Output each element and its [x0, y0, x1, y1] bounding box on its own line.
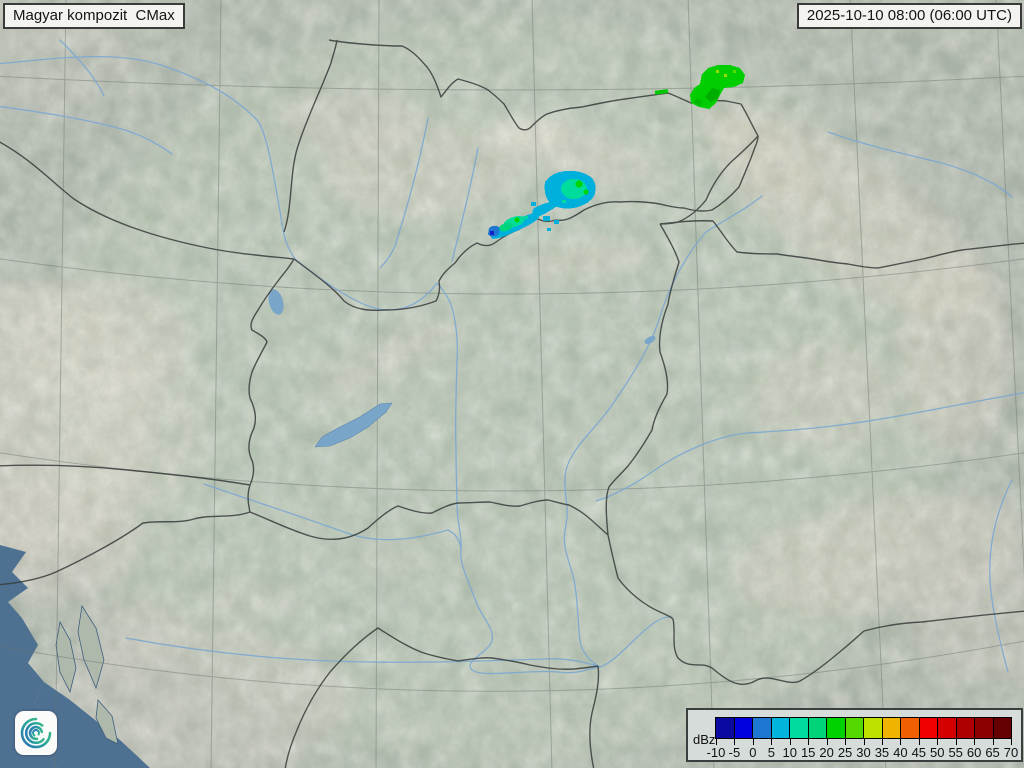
colorscale-cell-10-to-15: [789, 718, 808, 738]
colorscale-cell-30-to-35: [863, 718, 882, 738]
colorscale-tick-label: 65: [985, 745, 1000, 760]
colorscale-tick-label: 40: [893, 745, 908, 760]
colorscale-tick: [955, 739, 957, 745]
colorscale-cell-15-to-20: [807, 718, 826, 738]
colorscale-tick: [734, 739, 736, 745]
country-borders: [0, 39, 1024, 768]
colorscale-cell-50-to-55: [937, 718, 956, 738]
colorscale-cell-20-to-25: [826, 718, 845, 738]
colorscale-tick: [881, 739, 883, 745]
colorscale-tick-label: 5: [767, 745, 775, 760]
colorscale-cell-55-to-60: [955, 718, 974, 738]
colorscale-cell--10-to--5: [716, 718, 734, 738]
colorscale-cell-45-to-50: [918, 718, 937, 738]
product-label: Magyar kompozit CMax: [3, 3, 185, 29]
colorscale-tick: [789, 739, 791, 745]
radar-echo-layer: [488, 65, 745, 239]
colorscale-cell-25-to-30: [844, 718, 863, 738]
colorscale-tick-label: 55: [948, 745, 963, 760]
colorscale-tick-label: 25: [837, 745, 853, 760]
hungaromet-logo: [15, 711, 57, 755]
colorscale-tick-label: 45: [911, 745, 927, 760]
colorscale-tick-label: 70: [1003, 745, 1019, 760]
colorscale-cell--5-to-0: [733, 718, 752, 738]
colorscale-tick-label: 35: [874, 745, 890, 760]
radar-echo-central: [488, 170, 596, 239]
lake-balaton: [314, 402, 393, 448]
colorscale-cell-35-to-40: [881, 718, 900, 738]
colorscale-cell-5-to-10: [770, 718, 789, 738]
colorscale-tick-label: 15: [800, 745, 816, 760]
colorscale-tick: [900, 739, 902, 745]
colorscale-tick: [863, 739, 865, 745]
colorscale-tick-label: -5: [728, 745, 741, 760]
lake-ferto: [268, 289, 284, 315]
lakes: [268, 289, 656, 448]
rivers: [0, 39, 1024, 675]
colorscale-legend: dBz -10 -5 0 5 10 15 20 25 30 35 40 45 50 55 60 65 70: [686, 708, 1023, 762]
colorscale-cell-0-to-5: [752, 718, 771, 738]
lake-tisza: [644, 336, 656, 344]
colorscale-bar: [715, 717, 1012, 739]
spiral-swirl-icon: [20, 717, 52, 749]
colorscale-tick: [1011, 739, 1012, 745]
colorscale-tick: [845, 739, 847, 745]
colorscale-tick: [716, 739, 717, 745]
colorscale-tick-label: 30: [856, 745, 871, 760]
colorscale-cell-60-to-65: [974, 718, 993, 738]
colorscale-cell-65-to-70: [992, 718, 1011, 738]
colorscale-tick: [937, 739, 939, 745]
colorscale-tick: [974, 739, 976, 745]
colorscale-tick-label: 50: [930, 745, 945, 760]
timestamp-label: 2025-10-10 08:00 (06:00 UTC): [796, 3, 1022, 29]
colorscale-tick-label: 60: [966, 745, 982, 760]
colorscale-tick: [808, 739, 810, 745]
colorscale-cell-40-to-45: [900, 718, 919, 738]
colorscale-unit-label: dBz: [693, 732, 716, 747]
colorscale-tick: [771, 739, 773, 745]
colorscale-tick: [826, 739, 828, 745]
colorscale-tick-label: -10: [706, 745, 726, 760]
colorscale-tick: [752, 739, 754, 745]
colorscale-tick-label: 10: [782, 745, 797, 760]
colorscale-tick-label: 20: [819, 745, 834, 760]
colorscale-tick-label: 0: [749, 745, 757, 760]
radar-echo-northeast: [654, 65, 745, 109]
colorscale-tick: [918, 739, 920, 745]
colorscale-tick: [992, 739, 994, 745]
